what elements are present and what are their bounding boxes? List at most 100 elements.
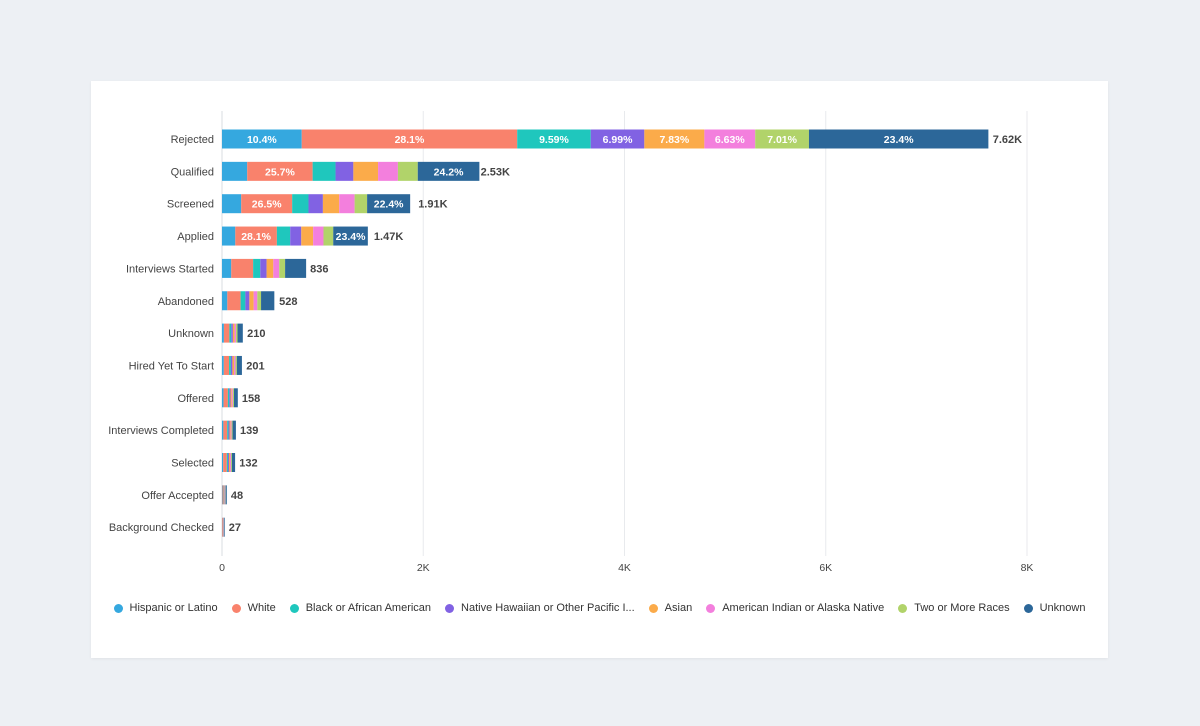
bar-segment[interactable]: Interviews Completed – Two or More Races [231,420,233,440]
bar-segment[interactable]: Rejected – White [301,129,518,149]
bar-segment[interactable]: Unknown – Black or African American [229,323,232,343]
bar-segment[interactable]: Interviews Completed – Asian [229,420,231,440]
bar-segment[interactable]: Unknown – American Indian or Alaska Nati… [234,323,237,343]
bar-segment[interactable]: Interviews Completed – Hispanic or Latin… [222,420,224,440]
legend-item[interactable]: Two or More Races [898,602,1010,614]
bar-segment[interactable]: Offered – Unknown [234,388,238,408]
bar-segment[interactable]: Qualified – Black or African American [312,161,336,181]
legend-item[interactable]: American Indian or Alaska Native [706,602,884,614]
bar-segment[interactable]: Screened – Asian [322,194,340,214]
bar-segment[interactable]: Screened – Black or African American [292,194,309,214]
bar-segment[interactable]: Selected – Two or More Races [230,453,232,472]
bar-segment[interactable]: Offered – Black or African American [227,388,230,408]
bar-segment[interactable]: Interviews Completed – Native Hawaiian o… [228,420,230,440]
bar-segment[interactable]: Hired Yet To Start – Hispanic or Latino [222,355,224,375]
bar-segment[interactable]: Qualified – Unknown [417,161,480,181]
legend-item[interactable]: Unknown [1023,602,1085,614]
bar-segment[interactable]: Interviews Started – Native Hawaiian or … [260,258,267,278]
bar-segment[interactable]: Abandoned – Two or More Races [257,291,262,311]
bar-segment[interactable]: Hired Yet To Start – American Indian or … [234,355,236,375]
bar-segment[interactable]: Hired Yet To Start – Asian [232,355,235,375]
bar-segment[interactable]: Selected – Hispanic or Latino [222,453,224,472]
bar-segment[interactable]: Offered – Hispanic or Latino [222,388,224,408]
bar-segment[interactable]: Screened – Two or More Races [354,194,368,214]
bar-segment[interactable]: Selected – White [223,453,227,472]
bar-segment[interactable]: Applied – Two or More Races [323,226,334,246]
bar-segment[interactable]: Interviews Started – American Indian or … [273,258,280,278]
bar-segment[interactable]: Screened – American Indian or Alaska Nat… [339,194,355,214]
bar-segment[interactable]: Interviews Started – Asian [266,258,274,278]
bar-segment[interactable]: Offer Accepted – White [222,485,224,505]
bar-segment[interactable]: Abandoned – Unknown [261,291,275,311]
bar-segment[interactable]: Interviews Started – Hispanic or Latino [222,258,232,278]
bar-segment[interactable]: Qualified – Asian [353,161,379,181]
bar-segment[interactable]: Unknown – Unknown [237,323,243,343]
bar-segment[interactable]: Interviews Started – Black or African Am… [253,258,261,278]
bar-segment[interactable]: Screened – Unknown [367,194,411,214]
bar-segment[interactable]: Selected – Native Hawaiian or Other Paci… [227,453,229,472]
bar-segment[interactable]: Offered – Native Hawaiian or Other Pacif… [229,388,231,408]
bar-segment[interactable]: Selected – Unknown [231,453,236,472]
bar-segment[interactable]: Offered – American Indian or Alaska Nati… [231,388,233,408]
legend-item[interactable]: White [231,602,276,614]
bar-segment[interactable]: Unknown – Two or More Races [236,323,238,343]
bar-segment[interactable]: Offered – Asian [230,388,232,408]
bar-segment[interactable]: Selected – Black or African American [226,453,228,472]
legend-item[interactable]: Hispanic or Latino [113,602,218,614]
bar-segment[interactable]: Unknown – Native Hawaiian or Other Pacif… [231,323,233,343]
bar-segment[interactable]: Hired Yet To Start – Native Hawaiian or … [230,355,233,375]
bar-segment[interactable]: Rejected – Hispanic or Latino [222,129,302,149]
bar-segment[interactable]: Abandoned – Black or African American [240,291,246,311]
bar-segment[interactable]: Qualified – White [247,161,313,181]
bar-segment[interactable]: Applied – Black or African American [276,226,291,246]
bar-segment[interactable]: Applied – Hispanic or Latino [222,226,236,246]
bar-segment[interactable]: Applied – American Indian or Alaska Nati… [313,226,324,246]
bar-segment[interactable]: Unknown – White [223,323,230,343]
bar-segment[interactable]: Abandoned – Hispanic or Latino [222,291,228,311]
bar-segment[interactable]: Screened – Hispanic or Latino [222,194,242,214]
bar-segment[interactable]: Interviews Completed – White [223,420,228,440]
bar-segment[interactable]: Screened – White [241,194,293,214]
bar-segment[interactable]: Abandoned – Native Hawaiian or Other Pac… [245,291,250,311]
bar-segment[interactable]: Abandoned – American Indian or Alaska Na… [253,291,258,311]
bar-segment[interactable]: Qualified – Two or More Races [397,161,418,181]
bar-segment[interactable]: Qualified – Hispanic or Latino [222,161,248,181]
bar-segment[interactable]: Unknown – Hispanic or Latino [222,323,224,343]
bar-segment[interactable]: Selected – American Indian or Alaska Nat… [230,453,231,472]
bar-segment[interactable]: Background Checked – White [222,517,223,537]
bar-segment[interactable]: Qualified – Native Hawaiian or Other Pac… [335,161,354,181]
bar-segment[interactable]: Offered – Two or More Races [232,388,235,408]
bar-segment[interactable]: Applied – Native Hawaiian or Other Pacif… [290,226,302,246]
bar-segment[interactable]: Selected – Asian [228,453,231,472]
bar-segment[interactable]: Rejected – Unknown [808,129,989,149]
bar-segment[interactable]: Applied – Unknown [333,226,368,246]
bar-segment[interactable]: Qualified – American Indian or Alaska Na… [378,161,398,181]
bar-segment[interactable]: Offered – White [223,388,228,408]
bar-segment[interactable]: Interviews Completed – Black or African … [227,420,229,440]
bar-segment[interactable]: Hired Yet To Start – Unknown [236,355,242,375]
legend-item[interactable]: Native Hawaiian or Other Pacific I... [445,602,635,614]
bar-segment[interactable]: Hired Yet To Start – White [223,355,230,375]
legend-item[interactable]: Asian [648,602,692,614]
bar-segment[interactable]: Interviews Started – Two or More Races [279,258,286,278]
bar-segment[interactable]: Offer Accepted – Unknown [225,485,227,505]
bar-segment[interactable]: Abandoned – Asian [249,291,254,311]
bar-segment[interactable]: Background Checked – Unknown [224,517,225,537]
bar-segment[interactable]: Rejected – American Indian or Alaska Nat… [704,129,756,149]
legend-item[interactable]: Black or African American [289,602,431,614]
bar-segment[interactable]: Hired Yet To Start – Black or African Am… [229,355,231,375]
bar-segment[interactable]: Interviews Started – Unknown [285,258,307,278]
bar-segment[interactable]: Applied – White [235,226,277,246]
bar-segment[interactable]: Rejected – Native Hawaiian or Other Paci… [590,129,645,149]
bar-segment[interactable]: Rejected – Two or More Races [755,129,809,149]
bar-segment[interactable]: Interviews Started – White [231,258,254,278]
bar-segment[interactable]: Interviews Completed – Unknown [232,420,236,440]
bar-segment[interactable]: Interviews Completed – American Indian o… [230,420,232,440]
bar-segment[interactable]: Unknown – Asian [232,323,235,343]
bar-segment[interactable]: Screened – Native Hawaiian or Other Paci… [308,194,323,214]
bar-segment[interactable]: Rejected – Asian [644,129,705,149]
bar-segment[interactable]: Rejected – Black or African American [517,129,591,149]
bar-segment[interactable]: Applied – Asian [301,226,314,246]
bar-segment[interactable]: Hired Yet To Start – Two or More Races [235,355,237,375]
bar-segment[interactable]: Abandoned – White [227,291,241,311]
